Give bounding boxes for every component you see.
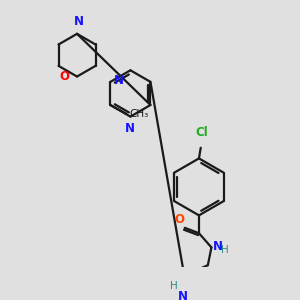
- Text: H: H: [221, 245, 229, 255]
- Text: N: N: [114, 74, 124, 88]
- Text: CH₃: CH₃: [129, 109, 148, 119]
- Text: N: N: [213, 240, 223, 253]
- Text: O: O: [60, 70, 70, 83]
- Text: Cl: Cl: [195, 126, 208, 139]
- Text: H: H: [170, 281, 178, 291]
- Text: N: N: [74, 16, 84, 28]
- Text: N: N: [178, 290, 188, 300]
- Text: O: O: [174, 213, 184, 226]
- Text: N: N: [124, 122, 134, 135]
